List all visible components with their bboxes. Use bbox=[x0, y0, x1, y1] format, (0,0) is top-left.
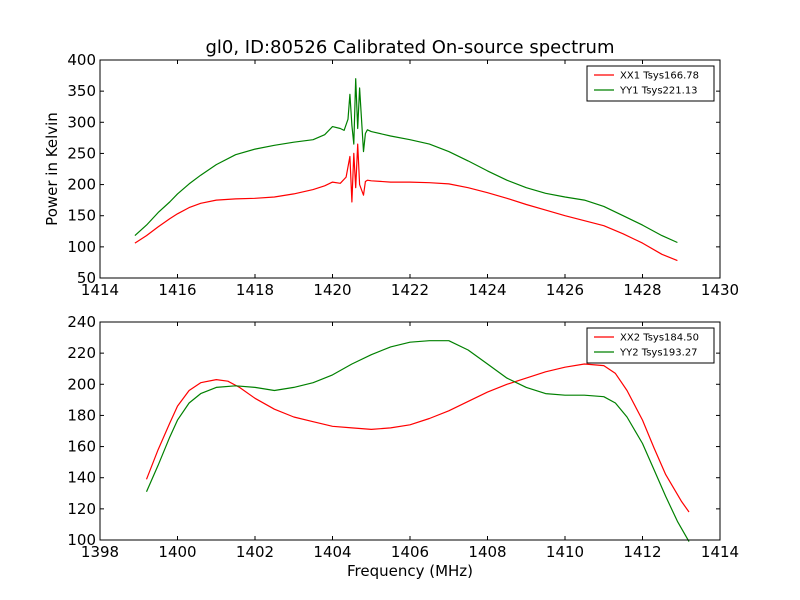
y-tick-label: 200 bbox=[67, 375, 96, 393]
x-tick-label: 1424 bbox=[468, 281, 506, 299]
y-axis-label: Power in Kelvin bbox=[43, 112, 61, 226]
x-tick-label: 1420 bbox=[313, 281, 351, 299]
legend-box bbox=[586, 65, 715, 102]
y-tick-label: 300 bbox=[67, 113, 96, 131]
y-tick-label: 100 bbox=[67, 531, 96, 549]
legend-box bbox=[586, 327, 715, 364]
y-tick-label: 160 bbox=[67, 438, 96, 456]
y-tick-label: 200 bbox=[67, 176, 96, 194]
y-tick-label: 150 bbox=[67, 207, 96, 225]
x-tick-label: 1430 bbox=[701, 281, 739, 299]
x-tick-label: 1406 bbox=[391, 543, 429, 561]
legend-label-1: XX2 Tsys184.50 bbox=[620, 333, 699, 344]
x-tick-label: 1412 bbox=[623, 543, 661, 561]
y-tick-label: 220 bbox=[67, 344, 96, 362]
y-tick-label: 250 bbox=[67, 144, 96, 162]
top-panel: 1414 1416 1418 1420 1422 1424 1426 1428 1430 50 10… bbox=[43, 51, 739, 299]
y-tick-label: 120 bbox=[67, 500, 96, 518]
figure-title: gl0, ID:80526 Calibrated On-source spect… bbox=[205, 37, 614, 58]
y-tick-label: 180 bbox=[67, 406, 96, 424]
x-tick-label: 1416 bbox=[158, 281, 196, 299]
x-tick-label: 1410 bbox=[546, 543, 584, 561]
y-tick-label: 50 bbox=[77, 269, 96, 287]
x-tick-label: 1398 bbox=[81, 543, 119, 561]
legend-label-2: YY2 Tsys193.27 bbox=[619, 348, 698, 359]
x-tick-label: 1414 bbox=[81, 281, 119, 299]
x-tick-label: 1426 bbox=[546, 281, 584, 299]
x-tick-label: 1414 bbox=[701, 543, 739, 561]
y-tick-label: 140 bbox=[67, 469, 96, 487]
x-tick-label: 1408 bbox=[468, 543, 506, 561]
x-tick-label: 1422 bbox=[391, 281, 429, 299]
series-line-1 bbox=[145, 363, 690, 513]
series-line-1 bbox=[134, 143, 678, 262]
bottom-panel: 1398 1400 1402 1404 1406 1408 1410 1412 1414 100 1… bbox=[67, 313, 739, 580]
legend-label-2: YY1 Tsys221.13 bbox=[619, 86, 698, 97]
x-tick-label: 1418 bbox=[236, 281, 274, 299]
x-tick-label: 1428 bbox=[623, 281, 661, 299]
x-tick-label: 1402 bbox=[236, 543, 274, 561]
x-tick-label: 1404 bbox=[313, 543, 351, 561]
y-tick-label: 350 bbox=[67, 82, 96, 100]
legend: XX2 Tsys184.50 YY2 Tsys193.27 bbox=[586, 327, 715, 364]
y-tick-label: 100 bbox=[67, 238, 96, 256]
series-line-2 bbox=[134, 78, 678, 244]
y-tick-label: 240 bbox=[67, 313, 96, 331]
x-axis-label: Frequency (MHz) bbox=[347, 562, 473, 580]
y-tick-label: 400 bbox=[67, 51, 96, 69]
legend-label-1: XX1 Tsys166.78 bbox=[620, 71, 699, 82]
x-tick-label: 1400 bbox=[158, 543, 196, 561]
legend: XX1 Tsys166.78 YY1 Tsys221.13 bbox=[586, 65, 715, 102]
series-line-2 bbox=[145, 340, 690, 542]
